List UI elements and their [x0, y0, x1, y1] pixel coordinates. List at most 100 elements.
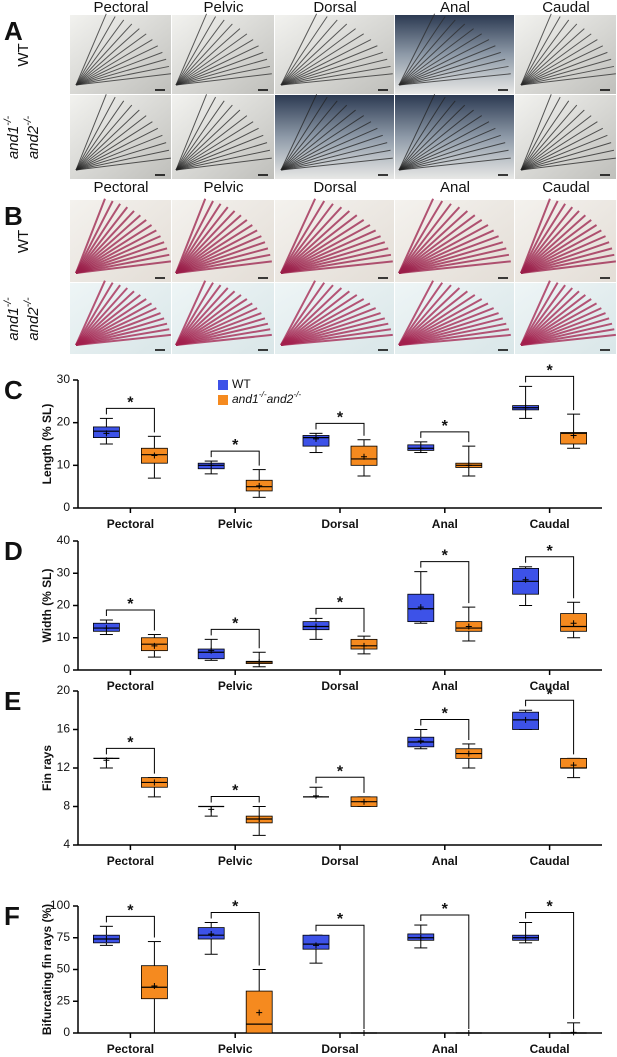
fin-ray — [520, 253, 615, 274]
fin-ray — [398, 290, 468, 346]
fin-ray — [520, 58, 612, 86]
fin-ray — [175, 210, 236, 274]
significance-label: * — [127, 596, 134, 613]
mean-marker — [417, 445, 424, 452]
fin-ray — [75, 206, 129, 274]
fin-ray — [520, 109, 585, 171]
fin-ray — [175, 302, 253, 346]
x-tick-label: Caudal — [530, 679, 570, 693]
fin-ray — [520, 23, 578, 86]
fin-ray — [175, 142, 268, 171]
column-label: Pelvic — [203, 0, 244, 16]
y-tick-label: 12 — [57, 760, 71, 774]
mean-marker — [151, 452, 158, 459]
fin-ray — [175, 229, 258, 274]
fin-ray — [280, 45, 378, 86]
fin-ray — [280, 121, 372, 171]
fin-ray — [75, 157, 171, 171]
fin-ray — [520, 16, 561, 86]
significance-bracket — [525, 699, 575, 755]
mean-marker — [465, 750, 472, 757]
mean-marker — [522, 716, 529, 723]
fin-ray — [175, 134, 264, 171]
fin-ray — [398, 200, 444, 274]
x-tick-label: Dorsal — [321, 854, 358, 868]
fin-ray — [175, 307, 258, 346]
fin-ray — [175, 282, 214, 346]
row-label: WT — [15, 230, 32, 253]
mean-marker — [522, 576, 529, 583]
fin-ray — [75, 214, 142, 274]
significance-label: * — [232, 899, 239, 916]
fin-ray — [398, 307, 495, 346]
y-axis-label: Width (% SL) — [40, 569, 54, 643]
significance-label: * — [232, 437, 239, 454]
fin-ray — [175, 298, 248, 346]
fin-ray — [280, 241, 386, 274]
fin-ray — [398, 73, 511, 86]
fin-ray — [175, 224, 253, 274]
column-label: Dorsal — [313, 0, 356, 16]
significance-bracket — [525, 375, 575, 411]
fin-ray — [520, 322, 613, 346]
fin-ray — [75, 287, 129, 346]
significance-label: * — [337, 911, 344, 928]
column-label: Pectoral — [93, 0, 148, 16]
fin-ray — [75, 229, 157, 274]
fin-ray — [280, 94, 318, 171]
fin-ray — [280, 23, 348, 86]
fin-ray — [398, 247, 507, 274]
fin-ray — [398, 109, 474, 171]
mean-marker — [313, 435, 319, 442]
fin-ray — [175, 253, 271, 274]
fin-ray — [280, 280, 316, 346]
fin-ray — [280, 73, 393, 86]
x-tick-label: Pelvic — [218, 517, 253, 531]
fin-ray — [75, 142, 167, 171]
panel-letter: D — [4, 536, 23, 566]
fin-ray — [280, 65, 391, 86]
fin-ray — [75, 253, 170, 274]
mean-marker — [151, 642, 158, 649]
fin-ray — [280, 203, 334, 274]
x-tick-label: Pectoral — [107, 679, 154, 693]
fin-ray — [175, 104, 233, 171]
y-tick-label: 30 — [57, 372, 71, 386]
y-axis-label: Fin rays — [40, 745, 54, 791]
significance-label: * — [337, 763, 344, 780]
fin-ray — [175, 317, 266, 346]
fin-ray — [398, 280, 434, 346]
y-tick-label: 0 — [63, 662, 70, 676]
mean-marker — [361, 798, 367, 805]
fin-ray — [398, 115, 482, 171]
fin-ray — [398, 94, 436, 171]
fin-ray — [520, 200, 559, 274]
fin-ray — [75, 13, 107, 86]
fin-ray — [520, 149, 615, 171]
mean-marker — [103, 625, 110, 632]
significance-bracket — [525, 912, 575, 1019]
fin-ray — [520, 206, 574, 274]
fin-ray — [280, 214, 358, 274]
y-tick-label: 10 — [57, 630, 71, 644]
row-label: and2-/- — [22, 297, 42, 341]
fin-ray — [175, 58, 268, 86]
fin-ray — [75, 127, 159, 171]
fin-ray — [280, 224, 371, 274]
mean-marker — [313, 942, 319, 949]
column-label: Caudal — [542, 179, 590, 196]
fin-ray — [175, 312, 262, 346]
fin-ray — [398, 100, 456, 171]
fin-ray — [280, 229, 377, 274]
fin-ray — [75, 235, 161, 274]
mean-marker — [103, 430, 110, 437]
fin-ray — [75, 19, 125, 86]
fin-ray — [280, 206, 343, 274]
mean-marker — [313, 623, 319, 630]
fin-ray — [280, 298, 365, 346]
legend-label: and1-/-and2-/- — [232, 389, 301, 406]
fin-ray — [175, 206, 229, 274]
fin-ray — [520, 247, 613, 274]
row-label: and1-/- — [2, 297, 22, 341]
